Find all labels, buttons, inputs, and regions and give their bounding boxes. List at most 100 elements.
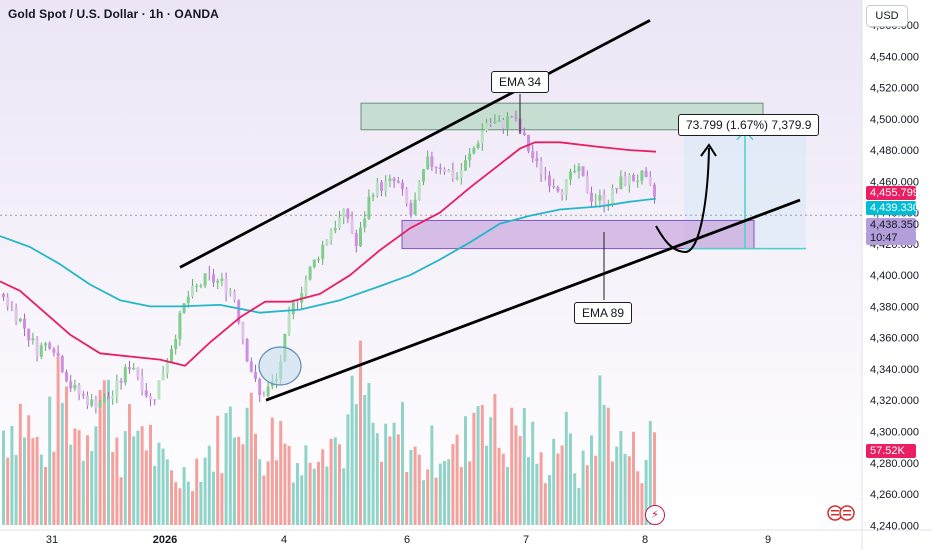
candle-body — [149, 396, 152, 400]
volume-bar — [527, 457, 530, 525]
volume-bar — [52, 451, 56, 525]
volume-bar — [426, 469, 430, 525]
volume-bar — [388, 436, 392, 525]
volume-bar — [338, 444, 341, 525]
candle-body — [338, 217, 341, 229]
candle-body — [359, 227, 362, 247]
volume-bar — [531, 421, 535, 525]
volume-bar — [447, 459, 451, 525]
candle-body — [144, 390, 148, 397]
currency-button[interactable]: USD — [866, 5, 908, 27]
volume-bar — [27, 415, 31, 525]
candle-body — [527, 134, 530, 152]
x-tick-label: 7 — [523, 534, 529, 546]
volume-bar — [77, 430, 81, 525]
volume-bar — [581, 450, 585, 525]
volume-bar — [594, 455, 598, 525]
x-tick-label: 31 — [46, 534, 58, 546]
volume-bar — [182, 467, 186, 525]
volume-bar — [548, 475, 551, 525]
volume-bar — [560, 445, 564, 525]
candle-body — [489, 123, 493, 125]
volume-bar — [199, 481, 203, 525]
volume-bar — [464, 416, 467, 525]
y-tick-label: 4,480.000 — [870, 145, 919, 157]
candle-body — [552, 186, 556, 188]
candle-body — [2, 293, 5, 298]
us-flag-icon[interactable] — [827, 505, 857, 521]
volume-bar — [417, 454, 421, 525]
candle-body — [161, 373, 165, 381]
volume-bar — [493, 394, 497, 525]
volume-bar — [6, 457, 10, 525]
candle-body — [594, 200, 598, 202]
candle-body — [333, 228, 337, 231]
volume-bar — [270, 417, 274, 525]
volume-bar — [65, 386, 68, 525]
volume-bar — [157, 442, 161, 525]
candle-body — [94, 399, 98, 408]
candle-body — [367, 196, 371, 219]
candle-body — [178, 312, 182, 340]
volume-bar — [115, 437, 119, 525]
volume-tag: 57.52K — [866, 444, 916, 458]
volume-bar — [438, 463, 442, 525]
candle-body — [602, 195, 606, 207]
volume-bar — [573, 473, 577, 525]
candle-body — [443, 169, 446, 172]
candle-body — [308, 267, 312, 280]
volume-bar — [396, 434, 400, 525]
candle-body — [65, 372, 68, 382]
candle-body — [371, 195, 375, 197]
volume-bar — [350, 375, 354, 525]
y-tick-label: 4,340.000 — [870, 364, 919, 376]
volume-bar — [228, 406, 232, 525]
volume-bar — [405, 472, 409, 525]
volume-bar — [220, 473, 224, 525]
candle-body — [472, 147, 476, 154]
y-tick-label: 4,400.000 — [870, 270, 919, 282]
candle-body — [485, 123, 488, 131]
candle-body — [329, 230, 333, 241]
candle-body — [615, 188, 619, 190]
candle-body — [48, 343, 52, 349]
candle-body — [392, 178, 396, 182]
volume-bar — [174, 482, 178, 525]
candle-body — [312, 259, 316, 268]
volume-bar — [451, 444, 455, 525]
channel-lower-line — [265, 198, 801, 402]
volume-bar — [39, 454, 43, 525]
volume-bar — [178, 488, 182, 525]
candle-body — [128, 367, 131, 370]
candle-body — [31, 338, 35, 341]
candle-body — [157, 380, 161, 400]
candle-body — [438, 167, 442, 170]
volume-bar — [119, 477, 123, 525]
candle-body — [648, 177, 652, 185]
volume-bar — [367, 382, 371, 525]
volume-bar — [254, 433, 257, 525]
candle-body — [115, 380, 119, 396]
volume-bar — [468, 461, 472, 525]
candle-body — [396, 181, 400, 183]
volume-bar — [371, 422, 375, 525]
volume-bar — [233, 437, 236, 525]
candle-body — [220, 278, 224, 281]
candle-body — [413, 199, 417, 215]
candle-body — [543, 174, 547, 176]
bar-countdown: 10:47 — [866, 231, 916, 245]
volume-bar — [86, 435, 89, 525]
candle-body — [522, 132, 526, 135]
y-tick-label: 4,300.000 — [870, 427, 919, 439]
lightning-icon[interactable]: ⚡ — [645, 505, 665, 525]
volume-bar — [556, 453, 560, 525]
volume-bar — [60, 402, 64, 525]
volume-bar — [107, 379, 110, 525]
candle-body — [69, 381, 73, 389]
candle-body — [237, 300, 241, 323]
candle-body — [501, 119, 505, 129]
candle-body — [476, 143, 480, 148]
chart-title: Gold Spot / U.S. Dollar · 1h · OANDA — [8, 7, 219, 21]
